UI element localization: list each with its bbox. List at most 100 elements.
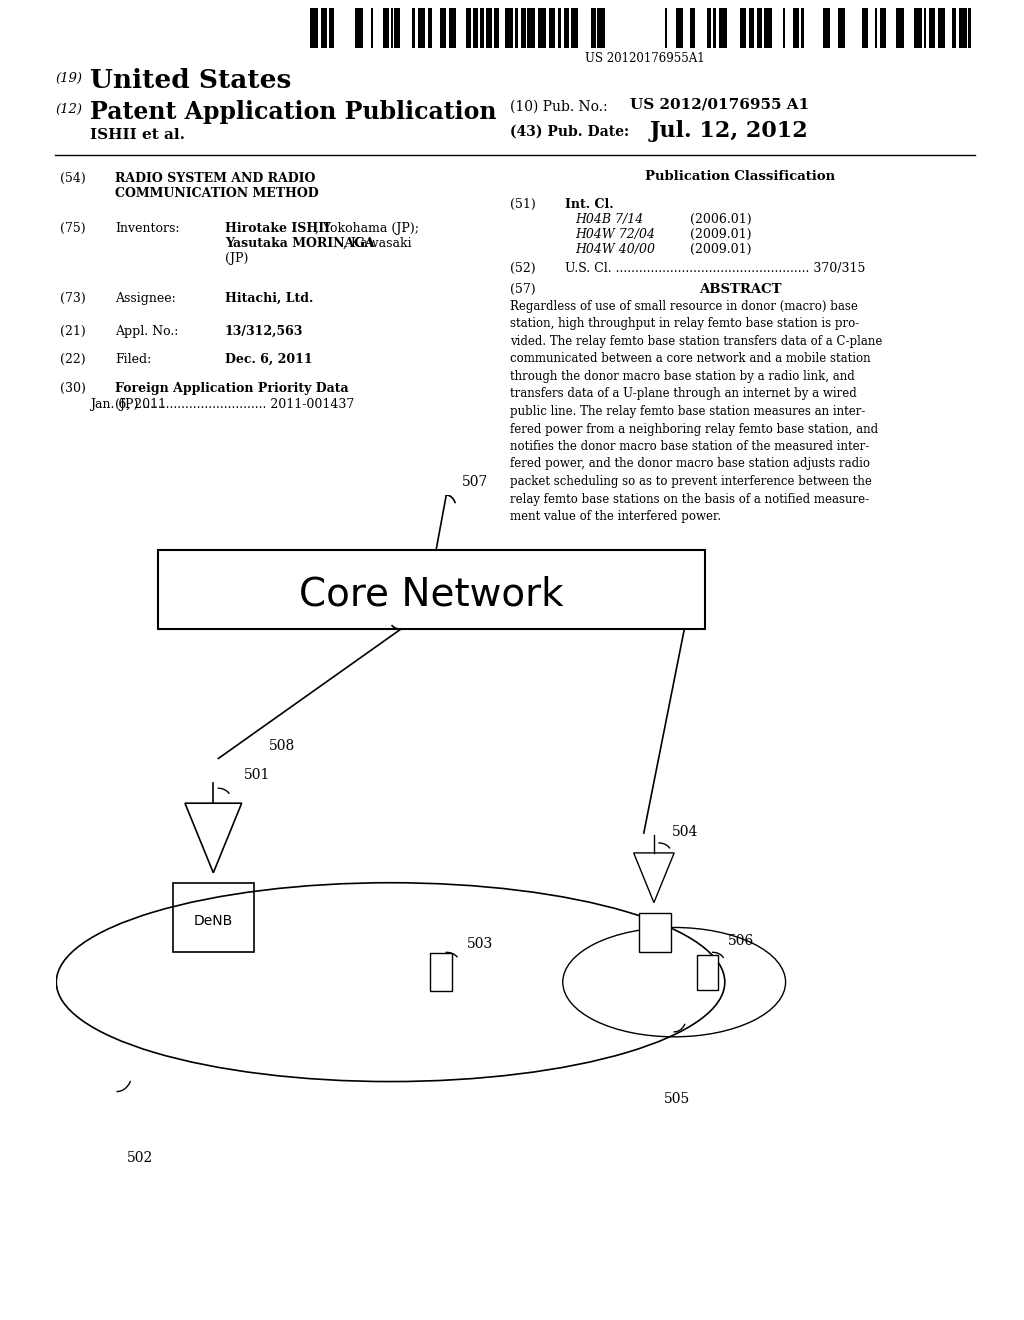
Text: (2006.01): (2006.01) xyxy=(690,213,752,226)
Text: (51): (51) xyxy=(510,198,536,211)
Bar xyxy=(391,8,393,48)
Bar xyxy=(527,8,535,48)
Bar xyxy=(959,8,967,48)
Bar xyxy=(486,8,492,48)
Bar xyxy=(749,8,754,48)
Text: Yasutaka MORINAGA: Yasutaka MORINAGA xyxy=(225,238,375,249)
Text: Publication Classification: Publication Classification xyxy=(645,170,835,183)
Text: 13/312,563: 13/312,563 xyxy=(225,325,303,338)
Bar xyxy=(480,8,484,48)
Bar xyxy=(757,8,762,48)
Text: Jul. 12, 2012: Jul. 12, 2012 xyxy=(650,120,809,143)
Text: Appl. No.:: Appl. No.: xyxy=(115,325,178,338)
Text: Hitachi, Ltd.: Hitachi, Ltd. xyxy=(225,292,313,305)
Bar xyxy=(896,8,904,48)
Text: (22): (22) xyxy=(60,352,86,366)
Text: (73): (73) xyxy=(60,292,86,305)
Bar xyxy=(355,8,362,48)
Bar xyxy=(549,8,555,48)
Text: Jan. 6, 2011: Jan. 6, 2011 xyxy=(90,399,166,411)
Bar xyxy=(719,8,727,48)
Text: Assignee:: Assignee: xyxy=(115,292,176,305)
Bar xyxy=(665,8,667,48)
Text: , Kawasaki: , Kawasaki xyxy=(343,238,412,249)
Bar xyxy=(801,8,804,48)
Text: (52): (52) xyxy=(510,261,536,275)
Bar xyxy=(707,8,711,48)
Text: US 20120176955A1: US 20120176955A1 xyxy=(585,51,705,65)
Text: (12): (12) xyxy=(55,103,82,116)
Text: 502: 502 xyxy=(127,1151,154,1166)
Text: 503: 503 xyxy=(467,937,493,952)
Bar xyxy=(440,8,446,48)
Text: (10) Pub. No.:: (10) Pub. No.: xyxy=(510,100,607,114)
Bar xyxy=(713,8,716,48)
Bar xyxy=(783,8,785,48)
Text: Regardless of use of small resource in donor (macro) base
station, high throughp: Regardless of use of small resource in d… xyxy=(510,300,883,523)
Bar xyxy=(158,549,705,630)
Bar xyxy=(676,8,683,48)
Text: (43) Pub. Date:: (43) Pub. Date: xyxy=(510,125,629,139)
Text: (19): (19) xyxy=(55,73,82,84)
Text: (75): (75) xyxy=(60,222,86,235)
Text: US 2012/0176955 A1: US 2012/0176955 A1 xyxy=(630,98,809,112)
Text: Filed:: Filed: xyxy=(115,352,152,366)
Bar xyxy=(914,8,922,48)
Bar xyxy=(494,8,499,48)
Bar xyxy=(515,8,518,48)
Bar xyxy=(466,8,471,48)
Text: H04B 7/14: H04B 7/14 xyxy=(575,213,643,226)
Bar xyxy=(740,8,746,48)
Bar xyxy=(639,912,671,952)
Text: Core Network: Core Network xyxy=(299,576,563,614)
Text: 507: 507 xyxy=(462,475,487,490)
Text: ISHII et al.: ISHII et al. xyxy=(90,128,185,143)
Text: 505: 505 xyxy=(664,1092,690,1106)
Text: ABSTRACT: ABSTRACT xyxy=(698,282,781,296)
Text: DeNB: DeNB xyxy=(194,913,232,928)
Bar xyxy=(521,8,526,48)
Bar xyxy=(538,8,546,48)
Text: 508: 508 xyxy=(269,739,295,752)
Bar xyxy=(571,8,578,48)
Bar xyxy=(310,8,318,48)
Text: (2009.01): (2009.01) xyxy=(690,228,752,242)
Text: Hirotake ISHII: Hirotake ISHII xyxy=(225,222,330,235)
Text: United States: United States xyxy=(90,69,292,92)
Text: Patent Application Publication: Patent Application Publication xyxy=(90,100,497,124)
Bar xyxy=(505,8,513,48)
Text: U.S. Cl. .................................................. 370/315: U.S. Cl. ...............................… xyxy=(565,261,865,275)
Text: (57): (57) xyxy=(510,282,536,296)
Bar xyxy=(428,8,432,48)
Bar xyxy=(473,8,478,48)
Text: 501: 501 xyxy=(244,768,270,783)
Bar xyxy=(394,8,400,48)
Bar xyxy=(924,8,926,48)
Bar xyxy=(449,8,456,48)
Text: H04W 40/00: H04W 40/00 xyxy=(575,243,655,256)
Bar xyxy=(838,8,845,48)
Bar xyxy=(371,8,373,48)
Bar xyxy=(968,8,971,48)
Bar xyxy=(383,8,389,48)
Bar xyxy=(329,8,334,48)
Bar xyxy=(938,8,945,48)
Bar xyxy=(173,883,254,952)
Text: Foreign Application Priority Data: Foreign Application Priority Data xyxy=(115,381,348,395)
Bar xyxy=(764,8,772,48)
Bar xyxy=(591,8,596,48)
Bar xyxy=(929,8,935,48)
Text: Inventors:: Inventors: xyxy=(115,222,179,235)
Text: 504: 504 xyxy=(672,825,698,840)
Bar xyxy=(558,8,561,48)
Bar xyxy=(874,8,877,48)
Text: Dec. 6, 2011: Dec. 6, 2011 xyxy=(225,352,312,366)
Text: Int. Cl.: Int. Cl. xyxy=(565,198,613,211)
Text: RADIO SYSTEM AND RADIO: RADIO SYSTEM AND RADIO xyxy=(115,172,315,185)
Bar xyxy=(880,8,886,48)
Bar xyxy=(564,8,569,48)
Bar xyxy=(793,8,799,48)
Text: (21): (21) xyxy=(60,325,86,338)
Bar xyxy=(412,8,415,48)
Text: (JP): (JP) xyxy=(225,252,249,265)
